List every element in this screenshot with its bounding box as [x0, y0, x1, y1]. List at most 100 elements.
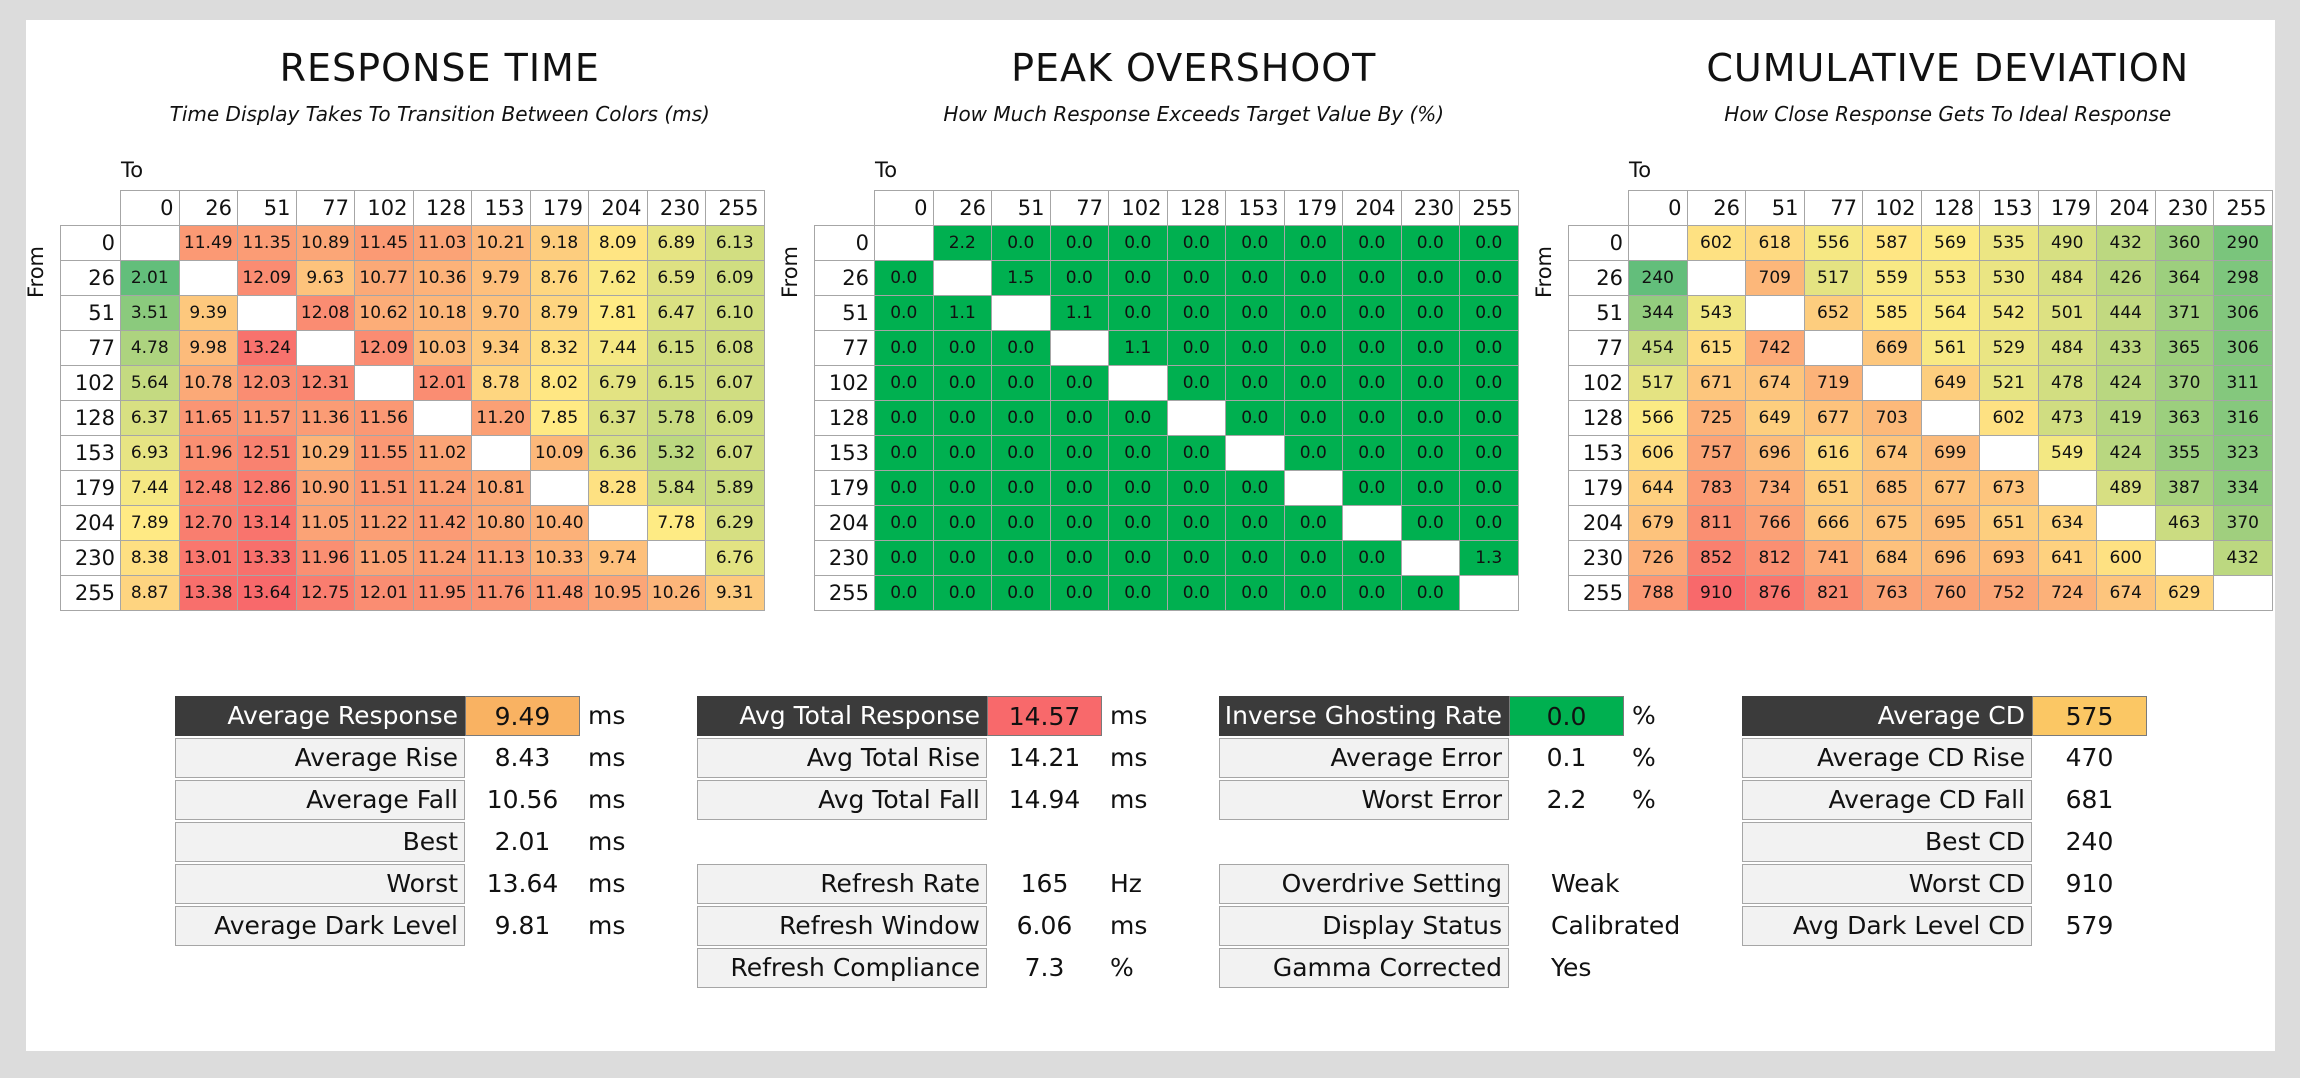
heatmap-cell: 6.15	[646, 365, 706, 401]
stat-total-row: Avg Total Rise 14.21 ms	[697, 738, 1172, 778]
heatmap-cell: 0.0	[1400, 295, 1460, 331]
heatmap-cell: 0.0	[1400, 575, 1460, 611]
heatmap-cell: 699	[1920, 435, 1980, 471]
heatmap-cell: 1.1	[1049, 295, 1109, 331]
stat-unit: %	[1632, 701, 1656, 730]
to-level-label: 179	[1283, 190, 1343, 226]
heatmap-cell: 13.33	[237, 540, 297, 576]
heatmap-cell: 11.76	[471, 575, 531, 611]
stat-cd-row: Average CD Rise 470	[1742, 738, 2217, 778]
heatmap-cell	[874, 225, 934, 261]
stat-value: 579	[2065, 911, 2114, 940]
table-row: 179 7.44 12.48 12.86 10.90 11.51 11.24 10.81 8.2…	[60, 470, 765, 506]
heatmap-cell	[2037, 470, 2097, 506]
heatmap-cell: 10.81	[471, 470, 531, 506]
to-level-label: 0	[120, 190, 180, 226]
heatmap-cell	[1979, 435, 2039, 471]
heatmap-cell: 0.0	[1225, 540, 1285, 576]
stat-value: 8.43	[494, 743, 551, 772]
table-row: 128 6.37 11.65 11.57 11.36 11.56 11.20 7.85 6.37…	[60, 400, 765, 436]
heatmap-cell: 311	[2213, 365, 2273, 401]
heatmap-cell: 0.0	[1342, 540, 1402, 576]
heatmap-cell: 11.20	[471, 400, 531, 436]
table-row: 230 8.38 13.01 13.33 11.96 11.05 11.24 11.13 10.…	[60, 540, 765, 576]
heatmap-cell: 0.0	[1225, 365, 1285, 401]
cumulative-deviation-title: CUMULATIVE DEVIATION	[1706, 46, 2190, 90]
heatmap-cell: 0.0	[1459, 435, 1519, 471]
heatmap-cell: 696	[1745, 435, 1805, 471]
heatmap-cell: 0.0	[932, 505, 992, 541]
from-level-label: 0	[814, 225, 875, 261]
heatmap-cell: 6.29	[705, 505, 765, 541]
heatmap-cell: 8.28	[588, 470, 648, 506]
heatmap-cell: 0.0	[1342, 260, 1402, 296]
from-level-label: 128	[1568, 400, 1629, 436]
table-row: 128 0.0 0.0 0.0 0.0 0.0 0.0 0.0 0.0 0.0 0.0	[814, 400, 1519, 436]
stat-unit: %	[1632, 743, 1656, 772]
stat-unit: ms	[1110, 743, 1148, 772]
heatmap-cell: 240	[1628, 260, 1688, 296]
from-level-label: 255	[1568, 575, 1629, 611]
from-level-label: 255	[60, 575, 121, 611]
stat-unit: ms	[588, 701, 626, 730]
heatmap-cell: 0.0	[1166, 295, 1226, 331]
heatmap-cell: 484	[2037, 330, 2097, 366]
to-level-label: 153	[471, 190, 531, 226]
heatmap-cell: 0.0	[1166, 505, 1226, 541]
heatmap-cell: 634	[2037, 505, 2097, 541]
heatmap-cell: 11.05	[354, 540, 414, 576]
heatmap-cell: 0.0	[1225, 330, 1285, 366]
stat-unit: %	[1110, 953, 1134, 982]
heatmap-cell: 0.0	[1459, 365, 1519, 401]
table-row: 230 726 852 812 741 684 696 693 641 600 432	[1568, 540, 2273, 576]
heatmap-cell: 0.0	[1049, 435, 1109, 471]
to-level-label: 51	[1745, 190, 1805, 226]
heatmap-cell: 0.0	[1459, 260, 1519, 296]
heatmap-cell: 10.18	[412, 295, 472, 331]
to-level-label: 26	[178, 190, 238, 226]
corner-cell	[1569, 191, 1629, 226]
heatmap-cell: 484	[2037, 260, 2097, 296]
heatmap-cell: 0.0	[991, 505, 1051, 541]
response-time-x-label: To	[121, 158, 144, 182]
heatmap-cell: 8.09	[588, 225, 648, 261]
heatmap-cell: 569	[1920, 225, 1980, 261]
peak-overshoot-title: PEAK OVERSHOOT	[1011, 46, 1377, 90]
to-level-label: 204	[2096, 190, 2156, 226]
heatmap-cell: 10.62	[354, 295, 414, 331]
stat-value: 0.0	[1509, 696, 1624, 736]
heatmap-cell: 0.0	[1108, 435, 1168, 471]
from-level-label: 51	[814, 295, 875, 331]
heatmap-cell: 12.08	[295, 295, 355, 331]
heatmap-cell	[1459, 575, 1519, 611]
heatmap-cell: 7.44	[588, 330, 648, 366]
heatmap-cell: 11.57	[237, 400, 297, 436]
heatmap-cell: 0.0	[1108, 540, 1168, 576]
table-row: 26 0.0 1.5 0.0 0.0 0.0 0.0 0.0 0.0 0.0 0.0	[814, 260, 1519, 296]
heatmap-cell: 556	[1803, 225, 1863, 261]
heatmap-cell	[932, 260, 992, 296]
from-level-label: 51	[60, 295, 121, 331]
heatmap-cell: 0.0	[1400, 435, 1460, 471]
heatmap-cell: 13.14	[237, 505, 297, 541]
heatmap-cell	[529, 470, 589, 506]
heatmap-cell: 424	[2096, 435, 2156, 471]
table-row: 51 3.51 9.39 12.08 10.62 10.18 9.70 8.79 7.81 6.4…	[60, 295, 765, 331]
heatmap-cell	[1049, 330, 1109, 366]
heatmap-cell: 0.0	[1225, 575, 1285, 611]
heatmap-cell: 6.37	[588, 400, 648, 436]
peak-overshoot-y-label: From	[778, 245, 802, 299]
heatmap-cell: 11.03	[412, 225, 472, 261]
stat-value: 10.56	[486, 785, 559, 814]
stat-refresh-row: Refresh Compliance 7.3%	[697, 948, 1172, 988]
heatmap-cell: 0.0	[874, 295, 934, 331]
stat-label: Best	[175, 822, 465, 862]
stat-label: Average Fall	[175, 780, 465, 820]
table-row: 102 5.64 10.78 12.03 12.31 12.01 8.78 8.02 6.79 6…	[60, 365, 765, 401]
heatmap-cell: 12.01	[354, 575, 414, 611]
to-level-label: 230	[646, 190, 706, 226]
heatmap-cell: 6.37	[120, 400, 180, 436]
to-level-label: 230	[1400, 190, 1460, 226]
heatmap-cell: 876	[1745, 575, 1805, 611]
heatmap-cell: 0.0	[1459, 470, 1519, 506]
